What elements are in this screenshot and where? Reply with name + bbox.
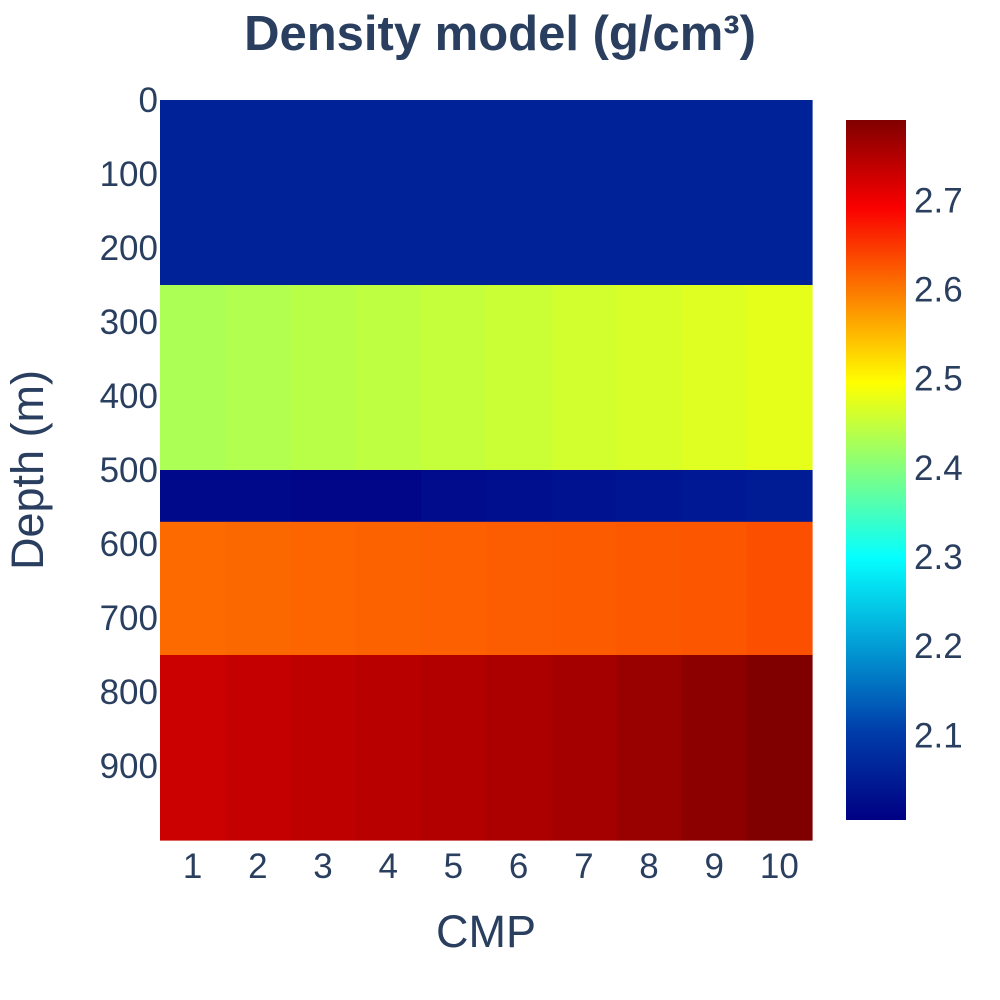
y-axis-ticks: 0 100 200 300 400 500 600 700 800 900 <box>100 81 158 786</box>
heatmap-cell <box>746 521 813 656</box>
heatmap-cell <box>616 470 683 523</box>
colorbar-tick-label: 2.3 <box>914 538 963 577</box>
x-tick-label: 1 <box>183 847 202 886</box>
heatmap-cell <box>681 100 748 286</box>
heatmap-cell <box>225 100 291 286</box>
heatmap-cell <box>681 655 748 841</box>
x-axis-title: CMP <box>436 906 536 957</box>
heatmap-cell <box>160 100 226 286</box>
heatmap-cell <box>290 470 357 523</box>
heatmap-cell <box>290 100 357 286</box>
heatmap-cell <box>420 655 487 841</box>
colorbar-tick-label: 2.1 <box>914 716 963 755</box>
heatmap-cell <box>486 100 552 286</box>
x-tick-label: 7 <box>574 847 593 886</box>
heatmap-cell <box>290 285 357 471</box>
heatmap-cell <box>681 285 748 471</box>
heatmap-cell <box>355 470 422 523</box>
heatmap-cell <box>225 470 291 523</box>
heatmap-cell <box>225 521 291 656</box>
heatmap-cell <box>486 655 552 841</box>
y-tick-label: 900 <box>100 747 158 786</box>
heatmap-cell <box>746 100 813 286</box>
y-tick-label: 200 <box>100 229 158 268</box>
heatmap-cell <box>290 655 357 841</box>
y-tick-label: 100 <box>100 155 158 194</box>
y-tick-label: 500 <box>100 451 158 490</box>
heatmap-cell <box>681 470 748 523</box>
x-tick-label: 5 <box>444 847 463 886</box>
heatmap-cell <box>160 285 226 471</box>
heatmap-cell <box>355 100 422 286</box>
heatmap-cell <box>225 285 291 471</box>
x-tick-label: 6 <box>509 847 528 886</box>
heatmap-cell <box>355 285 422 471</box>
x-tick-label: 3 <box>313 847 332 886</box>
heatmap-cell <box>486 285 552 471</box>
heatmap-cell <box>160 470 226 523</box>
heatmap-cell <box>616 521 683 656</box>
heatmap-cell <box>746 655 813 841</box>
heatmap-cell <box>616 100 683 286</box>
x-axis-ticks: 1 2 3 4 5 6 7 8 9 10 <box>183 847 799 886</box>
heatmap-cell <box>225 655 291 841</box>
x-tick-label: 2 <box>248 847 267 886</box>
heatmap-cell <box>551 655 617 841</box>
heatmap-cell <box>355 655 422 841</box>
heatmap-cell <box>160 521 226 656</box>
heatmap-cell <box>551 470 617 523</box>
heatmap-cell <box>616 655 683 841</box>
y-tick-label: 700 <box>100 599 158 638</box>
heatmap-cell <box>681 521 748 656</box>
heatmap-cell <box>486 470 552 523</box>
heatmap-cell <box>746 285 813 471</box>
heatmap-cell <box>551 521 617 656</box>
x-tick-label: 8 <box>639 847 658 886</box>
heatmap-cell <box>160 655 226 841</box>
y-axis-title: Depth (m) <box>2 370 53 570</box>
chart-title: Density model (g/cm³) <box>244 7 756 61</box>
colorbar-tick-label: 2.6 <box>914 270 963 309</box>
colorbar-tick-label: 2.2 <box>914 627 963 666</box>
heatmap-cell <box>486 521 552 656</box>
heatmap-cell <box>420 470 487 523</box>
colorbar-tick-label: 2.5 <box>914 360 963 399</box>
x-tick-label: 9 <box>704 847 723 886</box>
colorbar-tick-label: 2.4 <box>914 449 963 488</box>
heatmap-cell <box>420 285 487 471</box>
colorbar <box>846 120 906 820</box>
heatmap-cell <box>616 285 683 471</box>
y-tick-label: 800 <box>100 673 158 712</box>
colorbar-ticks: 2.1 2.2 2.3 2.4 2.5 2.6 2.7 <box>914 181 963 755</box>
heatmap-cell <box>355 521 422 656</box>
heatmap-cell <box>420 100 487 286</box>
heatmap-cells <box>160 100 813 841</box>
heatmap-cell <box>746 470 813 523</box>
y-tick-label: 0 <box>139 81 158 120</box>
y-tick-label: 300 <box>100 303 158 342</box>
y-tick-label: 600 <box>100 525 158 564</box>
colorbar-tick-label: 2.7 <box>914 181 963 220</box>
heatmap-cell <box>290 521 357 656</box>
x-tick-label: 10 <box>760 847 799 886</box>
heatmap-cell <box>420 521 487 656</box>
y-tick-label: 400 <box>100 377 158 416</box>
heatmap-cell <box>551 285 617 471</box>
x-tick-label: 4 <box>378 847 397 886</box>
heatmap-cell <box>551 100 617 286</box>
